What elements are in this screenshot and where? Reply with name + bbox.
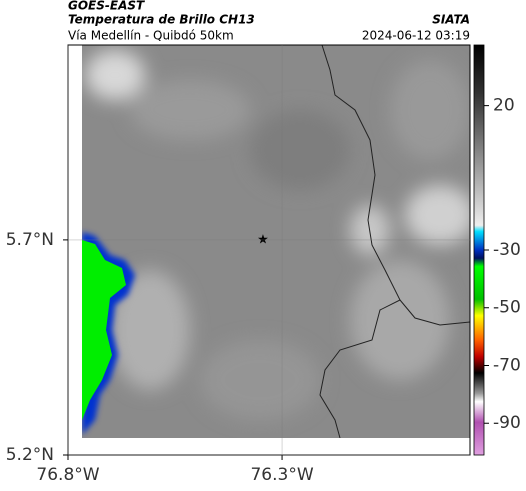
colorbar-tick-label: 20 xyxy=(493,96,515,116)
colorbar-tick-label: -70 xyxy=(493,355,521,375)
y-tick-label: 5.7°N xyxy=(6,230,54,250)
colorbar-tick-label: -90 xyxy=(493,413,521,433)
title: GOES-EAST xyxy=(68,0,145,13)
route: Vía Medellín - Quibdó 50km xyxy=(68,29,234,43)
datetime: 2024-06-12 03:19 xyxy=(362,29,470,43)
colorbar-tick-label: -30 xyxy=(493,240,521,260)
subtitle: Temperatura de Brillo CH13 xyxy=(68,13,255,27)
x-tick-label: 76.8°W xyxy=(36,465,99,485)
y-tick-label: 5.2°N xyxy=(6,445,54,465)
source: SIATA xyxy=(432,13,470,27)
colorbar xyxy=(473,44,485,456)
x-tick-label: 76.3°W xyxy=(250,465,313,485)
satellite-image xyxy=(82,45,470,438)
colorbar-tick-label: -50 xyxy=(493,298,521,318)
